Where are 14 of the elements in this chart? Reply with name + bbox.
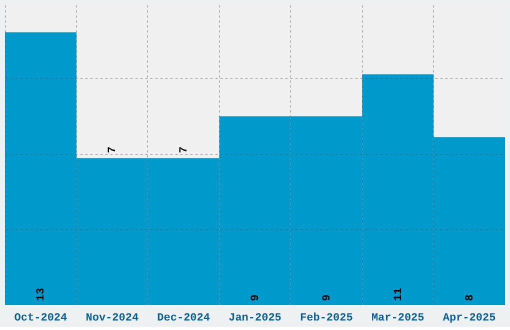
x-tick-label: Mar-2025 (371, 312, 425, 324)
data-label: 7 (178, 146, 191, 154)
data-label: 9 (250, 294, 262, 301)
x-tick-label: Jan-2025 (228, 312, 282, 324)
data-label: 11 (392, 287, 405, 301)
data-label: 7 (107, 146, 120, 154)
data-label: 9 (321, 294, 334, 301)
data-label: 13 (36, 287, 48, 301)
x-tick-label: Apr-2025 (442, 312, 496, 324)
x-tick-label: Feb-2025 (300, 312, 354, 324)
x-tick-label: Oct-2024 (14, 312, 68, 324)
data-label: 8 (464, 294, 476, 301)
x-tick-label: Nov-2024 (86, 312, 139, 324)
x-tick-label: Dec-2024 (157, 312, 210, 324)
